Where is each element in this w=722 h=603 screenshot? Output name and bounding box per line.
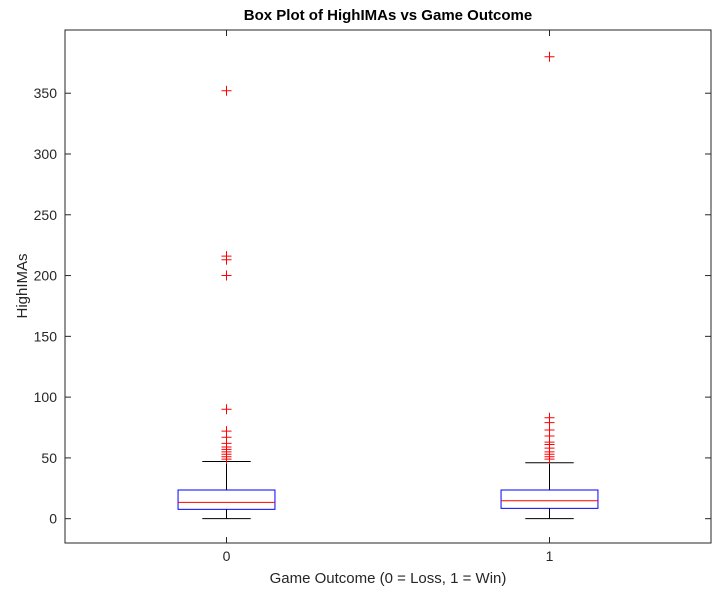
y-tick-label: 200 — [34, 268, 58, 284]
outlier-marker — [544, 454, 555, 465]
y-tick-label: 150 — [34, 328, 58, 344]
y-axis-label: HighIMAs — [14, 253, 31, 318]
y-tick-label: 100 — [34, 389, 58, 405]
box-group-1 — [500, 51, 599, 520]
y-tick-label: 250 — [34, 207, 58, 223]
outlier-marker — [221, 404, 232, 415]
chart-title: Box Plot of HighIMAs vs Game Outcome — [244, 7, 532, 24]
y-tick-label: 350 — [34, 85, 58, 101]
box — [500, 489, 599, 509]
outlier-marker — [221, 454, 232, 465]
x-tick-label: 1 — [546, 548, 554, 564]
x-tick-label: 0 — [223, 548, 231, 564]
y-tick-label: 50 — [41, 450, 57, 466]
plot-area — [64, 29, 712, 544]
y-tick-label: 300 — [34, 146, 58, 162]
outlier-marker — [544, 51, 555, 62]
outlier-marker — [221, 254, 232, 265]
outlier-marker — [221, 85, 232, 96]
box — [177, 489, 276, 510]
y-tick-label: 0 — [49, 511, 57, 527]
box-group-0 — [177, 85, 276, 520]
x-axis-label: Game Outcome (0 = Loss, 1 = Win) — [270, 570, 507, 587]
outlier-marker — [221, 270, 232, 281]
